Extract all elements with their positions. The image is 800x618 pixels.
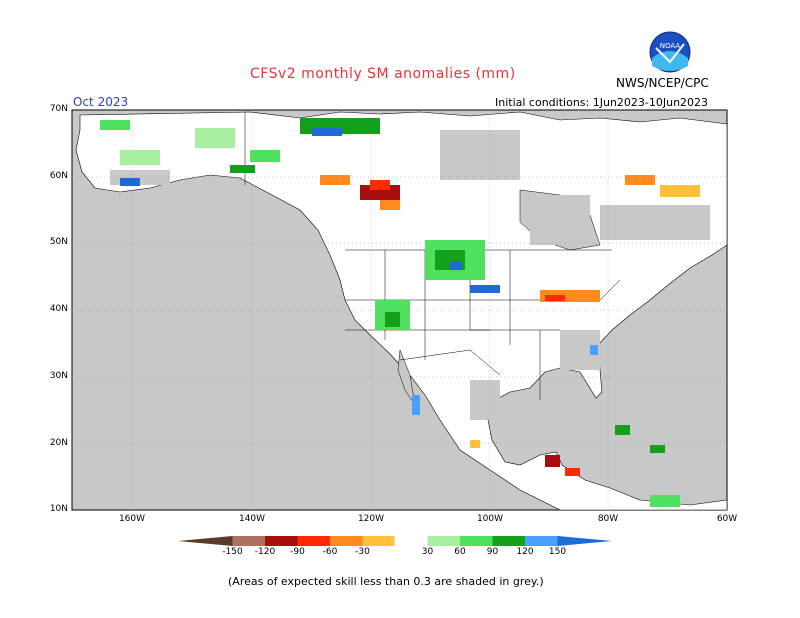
lon-label: 100W: [476, 514, 504, 524]
lon-label: 160W: [118, 514, 146, 524]
colorbar-label: -120: [254, 547, 276, 557]
colorbar-label: -60: [322, 547, 338, 557]
colorbar-swatch: [178, 536, 233, 546]
lat-label: 20N: [49, 437, 68, 448]
colorbar-swatch: [232, 536, 265, 546]
agency-label: NWS/NCEP/CPC: [616, 76, 709, 90]
colorbar-swatch: [557, 536, 612, 546]
colorbar-swatch: [330, 536, 363, 546]
colorbar-swatch: [394, 535, 428, 547]
noaa-logo: NOAA: [649, 31, 691, 73]
colorbar-label: 60: [454, 547, 466, 557]
colorbar-swatch: [362, 536, 395, 546]
colorbar-label: -30: [355, 547, 370, 557]
map-title: CFSv2 monthly SM anomalies (mm): [250, 66, 516, 82]
colorbar-label: -150: [222, 547, 243, 557]
lat-label: 70N: [49, 104, 68, 114]
colorbar-label: 150: [548, 547, 567, 557]
anomaly-cells: [100, 118, 700, 507]
noaa-logo-text: NOAA: [660, 42, 681, 50]
colorbar-swatch: [492, 536, 525, 546]
colorbar-swatch: [427, 536, 460, 546]
graticule: [72, 110, 727, 510]
forecast-month: Oct 2023: [73, 95, 129, 109]
colorbar-label: 90: [486, 547, 499, 557]
lon-label: 140W: [238, 514, 266, 524]
lon-label: 120W: [357, 514, 385, 524]
colorbar-swatch: [460, 536, 493, 546]
lon-label: 80W: [597, 514, 619, 524]
lon-label: 60W: [716, 514, 738, 524]
skill-footnote: (Areas of expected skill less than 0.3 a…: [228, 575, 544, 588]
colorbar-swatch: [265, 536, 298, 546]
initial-conditions: Initial conditions: 1Jun2023-10Jun2023: [495, 96, 709, 109]
lat-label: 40N: [49, 304, 68, 315]
colorbar-label: -90: [290, 547, 305, 557]
colorbar-swatch: [525, 536, 558, 546]
colorbar-swatch: [297, 536, 330, 546]
colorbar-label: 120: [516, 547, 534, 557]
colorbar: [178, 535, 612, 547]
lat-label: 50N: [49, 237, 68, 248]
lat-label: 60N: [49, 170, 68, 181]
lat-label: 10N: [49, 504, 68, 515]
colorbar-label: 30: [421, 547, 434, 557]
lat-label: 30N: [49, 370, 68, 381]
low-skill-shading: [110, 130, 710, 420]
